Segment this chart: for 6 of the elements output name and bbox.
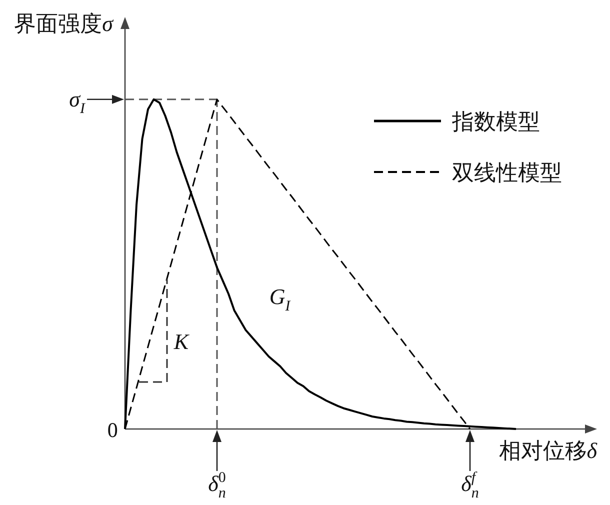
annotation: K bbox=[174, 328, 188, 354]
y-axis-title: 界面强度σ bbox=[14, 11, 113, 37]
legend-label: 双线性模型 bbox=[452, 161, 562, 186]
x-axis-title: 相对位移δ bbox=[498, 438, 597, 464]
annotation: 0 bbox=[107, 418, 118, 442]
legend-label: 指数模型 bbox=[452, 110, 540, 135]
